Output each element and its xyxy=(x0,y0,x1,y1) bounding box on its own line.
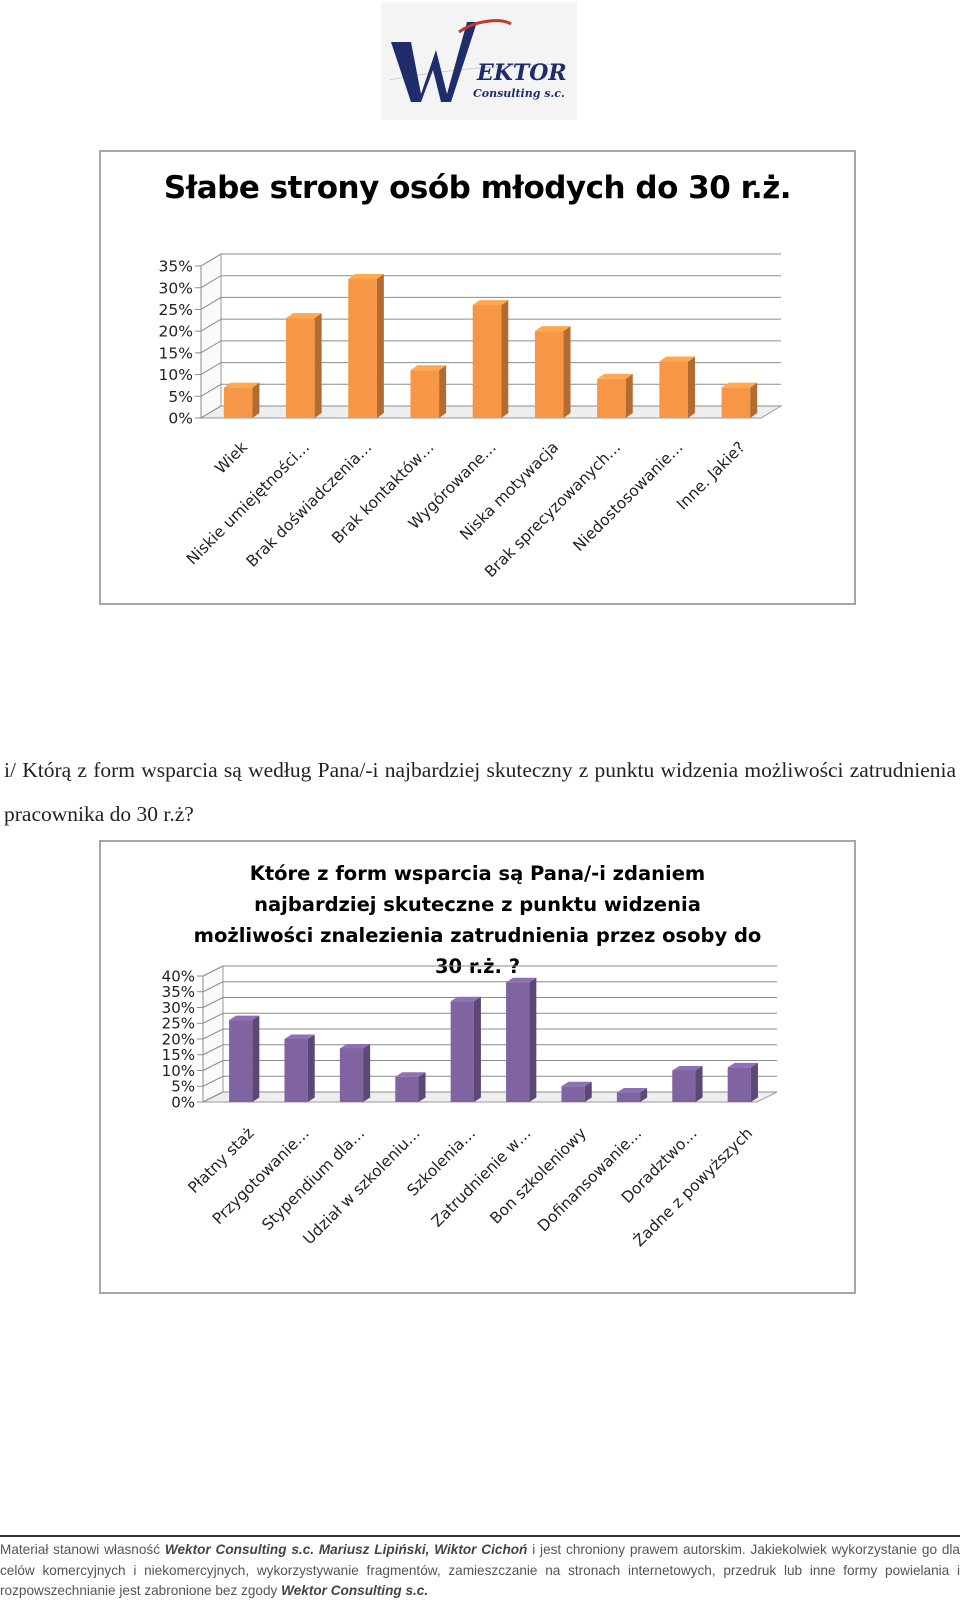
copyright-footer: Materiał stanowi własność Wektor Consult… xyxy=(0,1535,960,1602)
question-text: i/ Którą z form wsparcia są według Pana/… xyxy=(4,758,956,826)
wektor-logo: EKTOR Consulting s.c. xyxy=(381,2,577,120)
chart-support-forms: Które z form wsparcia są Pana/-i zdaniem… xyxy=(99,840,856,1294)
y-tick-label: 5% xyxy=(168,388,193,406)
y-tick-label: 25% xyxy=(162,1015,195,1033)
footer-text-1: Materiał stanowi własność xyxy=(0,1542,165,1557)
bar xyxy=(410,365,447,418)
y-tick-label: 20% xyxy=(159,323,193,341)
footer-text-2: i jest chroniony prawem autorskim. Jakie… xyxy=(0,1542,960,1598)
category-label: Stypendium dla… xyxy=(258,1124,368,1234)
bar xyxy=(339,1043,371,1102)
bar xyxy=(506,977,537,1102)
y-tick-label: 35% xyxy=(162,983,195,1001)
bar xyxy=(534,326,571,418)
y-tick-label: 20% xyxy=(162,1030,195,1048)
y-tick-label: 15% xyxy=(159,344,193,362)
bar xyxy=(286,313,322,418)
svg-text:Consulting s.c.: Consulting s.c. xyxy=(473,87,565,100)
bar xyxy=(348,274,384,418)
category-label: Przygotowanie… xyxy=(209,1124,313,1228)
y-tick-label: 0% xyxy=(168,410,193,428)
bar xyxy=(659,356,695,418)
bar xyxy=(450,996,481,1102)
y-tick-label: 15% xyxy=(162,1046,195,1064)
footer-owner-1: Wektor Consulting s.c. Mariusz Lipiński,… xyxy=(164,1542,528,1557)
bar xyxy=(597,373,633,418)
category-label: Brak kontaktów… xyxy=(328,438,437,547)
chart-title: Słabe strony osób młodych do 30 r.ż. xyxy=(163,170,792,206)
y-tick-label: 0% xyxy=(171,1093,195,1111)
bar xyxy=(672,1066,703,1102)
bar xyxy=(472,300,509,418)
y-tick-label: 40% xyxy=(162,967,195,985)
category-label: Niedostosowanie… xyxy=(570,438,687,555)
chart-support-forms-plot: 0%5%10%15%20%25%30%35%40%Płatny stażPrzy… xyxy=(162,965,778,1250)
category-label: Wiek xyxy=(211,438,250,477)
category-label: Dofinansowanie… xyxy=(534,1124,645,1235)
bar xyxy=(223,382,260,418)
chart-title: Które z form wsparcia są Pana/-i zdaniem… xyxy=(193,862,762,978)
bar xyxy=(284,1034,315,1102)
category-label: Bon szkoleniowy xyxy=(486,1124,589,1227)
category-label: Zatrudnienie w… xyxy=(428,1124,535,1231)
category-label: Niskie umiejętności… xyxy=(183,438,313,568)
svg-text:EKTOR: EKTOR xyxy=(476,60,567,86)
y-tick-label: 25% xyxy=(159,301,193,319)
bar xyxy=(395,1072,426,1102)
y-tick-label: 30% xyxy=(159,279,193,297)
bar xyxy=(229,1015,260,1102)
bar xyxy=(727,1062,758,1102)
bar xyxy=(561,1081,592,1102)
category-label: Brak doświadczenia… xyxy=(243,438,376,571)
y-tick-label: 10% xyxy=(159,366,193,384)
footer-owner-2: Wektor Consulting s.c. xyxy=(281,1583,429,1598)
y-tick-label: 30% xyxy=(162,999,195,1017)
y-tick-label: 5% xyxy=(171,1078,195,1096)
bar xyxy=(721,382,758,418)
y-tick-label: 10% xyxy=(162,1062,195,1080)
chart-weaknesses: Słabe strony osób młodych do 30 r.ż. 0% 5… xyxy=(99,150,856,605)
y-tick-label: 35% xyxy=(159,258,193,276)
bar xyxy=(616,1088,648,1102)
